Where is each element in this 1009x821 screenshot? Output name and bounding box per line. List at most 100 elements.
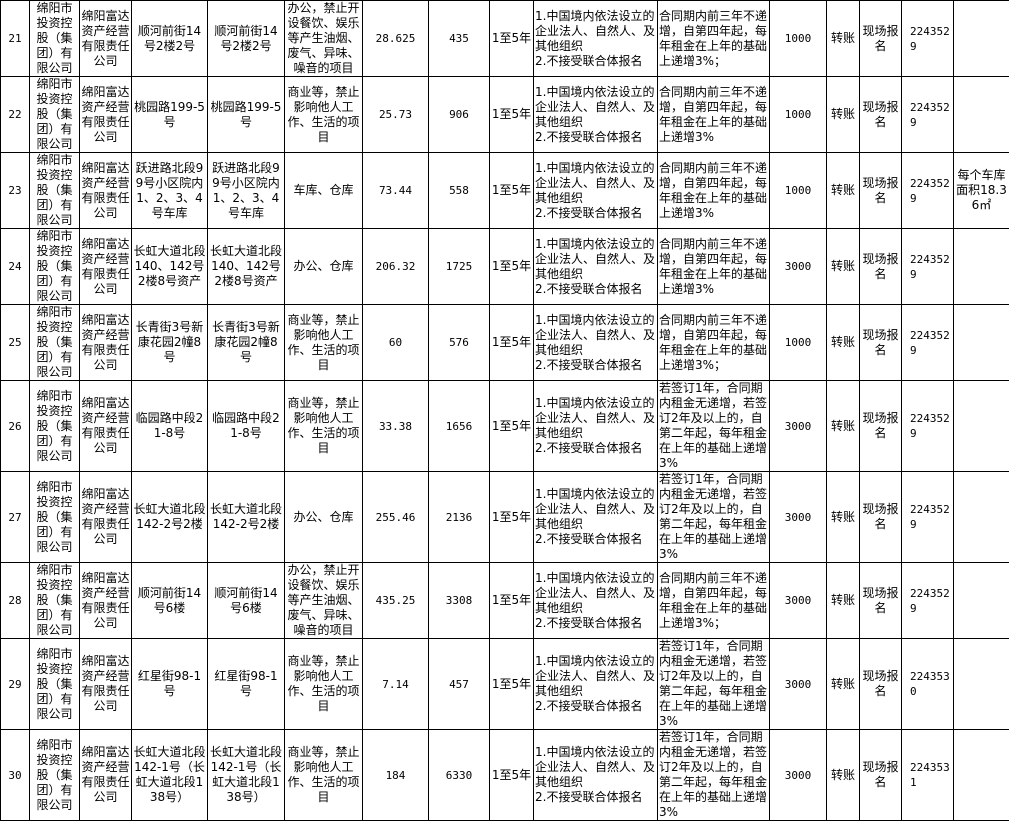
- rent-increase-cell: 合同期内前三年不递增，自第四年起，每年租金在上年的基础上递增3%；: [658, 563, 770, 639]
- payment-method-cell: 转账: [827, 153, 860, 229]
- row-number: 26: [1, 381, 30, 472]
- rent-increase-cell: 合同期内前三年不递增，自第四年起，每年租金在上年的基础上递增3%: [658, 77, 770, 153]
- area-cell: 28.625: [363, 1, 429, 77]
- row-number: 25: [1, 305, 30, 381]
- address-cell: 桃园路199-5号: [132, 77, 208, 153]
- payment-method-cell: 转账: [827, 381, 860, 472]
- note-cell: [954, 563, 1009, 639]
- registration-method-cell: 现场报名: [860, 639, 902, 730]
- usage-cell: 商业等，禁止影响他人工作、生活的项目: [285, 639, 363, 730]
- usage-cell: 办公，禁止开设餐饮、娱乐等产生油烟、废气、异味、噪音的项目: [285, 563, 363, 639]
- phone-cell: 2243529: [902, 1, 954, 77]
- term-cell: 1至5年: [490, 153, 534, 229]
- company-cell: 绵阳富达资产经营有限责任公司: [80, 77, 132, 153]
- payment-method-cell: 转账: [827, 77, 860, 153]
- company-cell: 绵阳富达资产经营有限责任公司: [80, 639, 132, 730]
- deposit-cell: 1000: [770, 153, 827, 229]
- note-cell: [954, 229, 1009, 305]
- rent-increase-cell: 若签订1年，合同期内租金无递增，若签订2年及以上的，自第二年起，每年租金在上年的…: [658, 381, 770, 472]
- area-cell: 33.38: [363, 381, 429, 472]
- rent-cell: 1725: [429, 229, 490, 305]
- location-cell: 跃进路北段99号小区院内1、2、3、4号车库: [208, 153, 285, 229]
- requirements-cell: 1.中国境内依法设立的企业法人、自然人、及其他组织 2.不接受联合体报名: [534, 563, 658, 639]
- payment-method-cell: 转账: [827, 472, 860, 563]
- requirements-cell: 1.中国境内依法设立的企业法人、自然人、及其他组织 2.不接受联合体报名: [534, 639, 658, 730]
- address-cell: 长虹大道北段140、142号2楼8号资产: [132, 229, 208, 305]
- area-cell: 7.14: [363, 639, 429, 730]
- address-cell: 临园路中段21-8号: [132, 381, 208, 472]
- owner-cell: 绵阳市投资控股（集团）有限公司: [30, 153, 80, 229]
- deposit-cell: 3000: [770, 563, 827, 639]
- area-cell: 73.44: [363, 153, 429, 229]
- address-cell: 红星街98-1号: [132, 639, 208, 730]
- registration-method-cell: 现场报名: [860, 563, 902, 639]
- note-cell: [954, 639, 1009, 730]
- address-cell: 长虹大道北段142-2号2楼: [132, 472, 208, 563]
- location-cell: 桃园路199-5号: [208, 77, 285, 153]
- company-cell: 绵阳富达资产经营有限责任公司: [80, 229, 132, 305]
- row-number: 24: [1, 229, 30, 305]
- phone-cell: 2243529: [902, 77, 954, 153]
- term-cell: 1至5年: [490, 381, 534, 472]
- phone-cell: 2243529: [902, 472, 954, 563]
- phone-cell: 2243530: [902, 639, 954, 730]
- payment-method-cell: 转账: [827, 639, 860, 730]
- note-cell: [954, 472, 1009, 563]
- area-cell: 255.46: [363, 472, 429, 563]
- requirements-cell: 1.中国境内依法设立的企业法人、自然人、及其他组织 2.不接受联合体报名: [534, 77, 658, 153]
- location-cell: 红星街98-1号: [208, 639, 285, 730]
- phone-cell: 2243529: [902, 153, 954, 229]
- requirements-cell: 1.中国境内依法设立的企业法人、自然人、及其他组织 2.不接受联合体报名: [534, 229, 658, 305]
- requirements-cell: 1.中国境内依法设立的企业法人、自然人、及其他组织 2.不接受联合体报名: [534, 472, 658, 563]
- payment-method-cell: 转账: [827, 730, 860, 821]
- registration-method-cell: 现场报名: [860, 472, 902, 563]
- location-cell: 长虹大道北段140、142号2楼8号资产: [208, 229, 285, 305]
- area-cell: 25.73: [363, 77, 429, 153]
- address-cell: 跃进路北段99号小区院内1、2、3、4号车库: [132, 153, 208, 229]
- rent-increase-cell: 合同期内前三年不递增，自第四年起，每年租金在上年的基础上递增3%: [658, 229, 770, 305]
- location-cell: 长青街3号新康花园2幢8号: [208, 305, 285, 381]
- phone-cell: 2243529: [902, 563, 954, 639]
- row-number: 23: [1, 153, 30, 229]
- phone-cell: 2243531: [902, 730, 954, 821]
- phone-cell: 2243529: [902, 305, 954, 381]
- company-cell: 绵阳富达资产经营有限责任公司: [80, 1, 132, 77]
- owner-cell: 绵阳市投资控股（集团）有限公司: [30, 77, 80, 153]
- requirements-cell: 1.中国境内依法设立的企业法人、自然人、及其他组织 2.不接受联合体报名: [534, 153, 658, 229]
- rent-cell: 6330: [429, 730, 490, 821]
- row-number: 28: [1, 563, 30, 639]
- address-cell: 长虹大道北段142-1号（长虹大道北段138号）: [132, 730, 208, 821]
- rent-increase-cell: 合同期内前三年不递增，自第四年起，每年租金在上年的基础上递增3%；: [658, 305, 770, 381]
- payment-method-cell: 转账: [827, 563, 860, 639]
- phone-cell: 2243529: [902, 381, 954, 472]
- rent-increase-cell: 合同期内前三年不递增，自第四年起，每年租金在上年的基础上递增3%；: [658, 1, 770, 77]
- term-cell: 1至5年: [490, 639, 534, 730]
- area-cell: 435.25: [363, 563, 429, 639]
- address-cell: 顺河前街14号2楼2号: [132, 1, 208, 77]
- registration-method-cell: 现场报名: [860, 305, 902, 381]
- deposit-cell: 3000: [770, 730, 827, 821]
- row-number: 21: [1, 1, 30, 77]
- rent-increase-cell: 若签订1年，合同期内租金无递增，若签订2年及以上的，自第二年起，每年租金在上年的…: [658, 639, 770, 730]
- usage-cell: 商业等，禁止影响他人工作、生活的项目: [285, 730, 363, 821]
- rent-increase-cell: 若签订1年，合同期内租金无递增，若签订2年及以上的，自第二年起，每年租金在上年的…: [658, 472, 770, 563]
- payment-method-cell: 转账: [827, 229, 860, 305]
- rent-cell: 1656: [429, 381, 490, 472]
- rent-cell: 435: [429, 1, 490, 77]
- company-cell: 绵阳富达资产经营有限责任公司: [80, 381, 132, 472]
- deposit-cell: 1000: [770, 77, 827, 153]
- rent-increase-cell: 合同期内前三年不递增，自第四年起，每年租金在上年的基础上递增3%: [658, 153, 770, 229]
- address-cell: 顺河前街14号6楼: [132, 563, 208, 639]
- row-number: 30: [1, 730, 30, 821]
- owner-cell: 绵阳市投资控股（集团）有限公司: [30, 229, 80, 305]
- row-number: 29: [1, 639, 30, 730]
- owner-cell: 绵阳市投资控股（集团）有限公司: [30, 639, 80, 730]
- registration-method-cell: 现场报名: [860, 1, 902, 77]
